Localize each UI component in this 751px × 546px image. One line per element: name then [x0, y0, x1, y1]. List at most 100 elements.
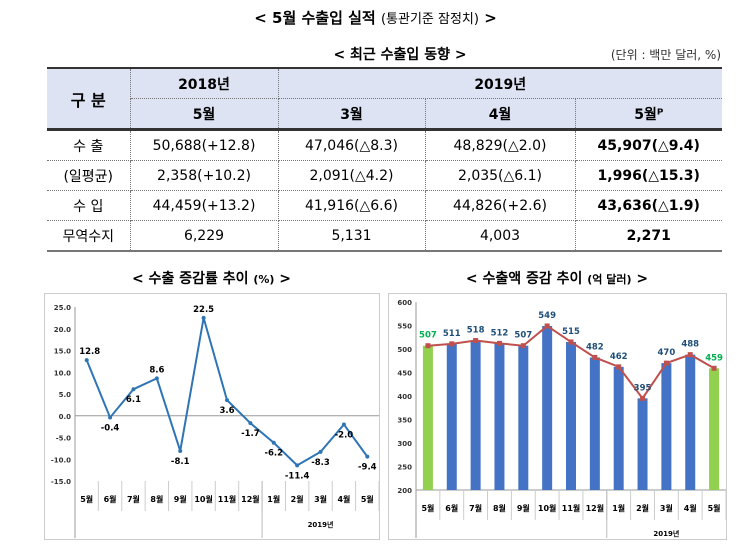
- series-line: [85, 317, 369, 467]
- data-point: [154, 376, 159, 381]
- trend-marker: [568, 339, 574, 345]
- y-tick-label: 300: [397, 440, 412, 448]
- data-label: -1.7: [241, 429, 260, 439]
- y-tick-label: 600: [397, 299, 412, 307]
- cell: 48,829(△2.0): [424, 129, 576, 161]
- data-label: 488: [681, 340, 699, 350]
- header-2018: 2018년: [129, 67, 279, 99]
- table-unit: (단위 : 백만 달러, %): [610, 48, 721, 62]
- chart1-title-unit: (%): [253, 273, 275, 286]
- cell: 6,229: [129, 220, 279, 252]
- bar: [613, 366, 624, 490]
- cell: 5,131: [277, 220, 426, 252]
- y-tick-label: 0.0: [59, 413, 72, 421]
- x-tick-label: 4월: [337, 494, 350, 504]
- x-tick-label: 9월: [174, 494, 187, 504]
- bar: [589, 357, 600, 490]
- x-tick-label: 3월: [660, 503, 673, 513]
- trend-marker: [592, 354, 598, 360]
- bar: [709, 368, 720, 490]
- data-point: [365, 454, 370, 459]
- x-tick-label: 9월: [517, 503, 530, 513]
- y-tick-label: 400: [397, 393, 412, 401]
- y-tick-label: -5.0: [56, 435, 71, 443]
- trend-marker: [425, 343, 431, 349]
- trend-marker: [473, 338, 479, 344]
- chart1-title-close: >: [279, 271, 292, 287]
- data-label: -8.3: [311, 458, 330, 468]
- bar: [661, 363, 672, 490]
- x-tick-label: 10월: [538, 503, 557, 513]
- y-tick-label: 20.0: [54, 326, 71, 334]
- bar: [518, 345, 529, 490]
- data-point: [178, 448, 183, 453]
- header-march: 3월: [277, 98, 426, 131]
- cell: 45,907(△9.4): [574, 129, 722, 161]
- data-point: [225, 398, 229, 403]
- export-amount-bar-chart: 600 550 500 450 400 350 300 250 200 5월 6월 7월 8월 9월 10월…: [388, 293, 727, 540]
- data-point: [201, 315, 206, 320]
- y-tick-label: 200: [397, 487, 412, 495]
- y-tick-label: 350: [397, 417, 412, 425]
- trend-marker: [687, 352, 693, 358]
- table-row: 수 입 44,459(+13.2) 41,916(△6.6) 44,826(+2.6)…: [47, 190, 722, 221]
- header-may: 5월ᴾ: [574, 98, 722, 131]
- x-tick-label: 6월: [104, 494, 117, 504]
- header-row: 5월 3월 4월 5월ᴾ: [47, 98, 722, 131]
- data-label: 549: [538, 311, 556, 321]
- cell: 4,003: [424, 220, 576, 252]
- cell: 2,035(△6.1): [424, 160, 576, 191]
- x-tick-label: 12월: [241, 494, 260, 504]
- data-point: [84, 358, 89, 363]
- chart2-title-unit: (억 달러): [587, 273, 632, 286]
- data-point: [271, 440, 276, 445]
- data-label: -6.2: [264, 449, 283, 459]
- x-group-label: 2019년: [308, 520, 334, 529]
- data-label: -2.0: [335, 430, 354, 440]
- data-label: 511: [443, 329, 461, 339]
- x-tick-label: 10월: [194, 494, 213, 504]
- bar: [637, 398, 648, 490]
- x-tick-label: 8월: [150, 494, 163, 504]
- cell: 50,688(+12.8): [129, 129, 279, 161]
- header-category: 구 분: [47, 67, 131, 131]
- data-label: 6.1: [126, 395, 141, 405]
- y-tick-label: 250: [397, 464, 412, 472]
- data-label: 459: [705, 353, 723, 363]
- data-point: [248, 421, 253, 426]
- cell: 2,091(△4.2): [277, 160, 426, 191]
- cell: 41,916(△6.6): [277, 190, 426, 221]
- trend-marker: [449, 341, 455, 347]
- bar: [685, 354, 696, 490]
- trade-table: 구 분 2018년 2019년 5월 3월 4월 5월ᴾ 수 출 50,688(+…: [47, 67, 722, 252]
- data-label: -0.4: [101, 423, 120, 433]
- y-tick-label: 500: [397, 346, 412, 354]
- row-label: 무역수지: [47, 220, 131, 252]
- data-label: 518: [467, 326, 485, 336]
- cell: 47,046(△8.3): [277, 129, 426, 161]
- x-tick-label: 1월: [267, 494, 280, 504]
- cell: 44,826(+2.6): [424, 190, 576, 221]
- y-tick-label: 550: [397, 323, 412, 331]
- trend-marker: [520, 343, 526, 349]
- data-label: 22.5: [193, 305, 214, 315]
- x-group-label: 2019년: [653, 529, 679, 538]
- x-tick-label: 11월: [562, 503, 581, 513]
- x-tick-label: 12월: [586, 503, 605, 513]
- bar: [494, 343, 505, 490]
- chart2-title: < 수출액 증감 추이 (억 달러) >: [388, 268, 726, 288]
- data-label: -8.1: [171, 457, 190, 467]
- bar: [446, 343, 457, 490]
- trend-marker: [711, 365, 717, 371]
- bar: [470, 340, 481, 490]
- y-tick-label: 450: [397, 370, 412, 378]
- bar: [422, 345, 433, 490]
- x-tick-label: 2월: [291, 494, 304, 504]
- bar: [566, 341, 576, 490]
- y-tick-label: -10.0: [51, 456, 71, 464]
- data-label: -11.4: [285, 471, 310, 481]
- row-label: 수 입: [47, 190, 131, 221]
- data-label: -9.4: [358, 463, 377, 473]
- table-row: (일평균) 2,358(+10.2) 2,091(△4.2) 2,035(△6.1) 1…: [47, 160, 722, 191]
- header-2019: 2019년: [277, 67, 722, 99]
